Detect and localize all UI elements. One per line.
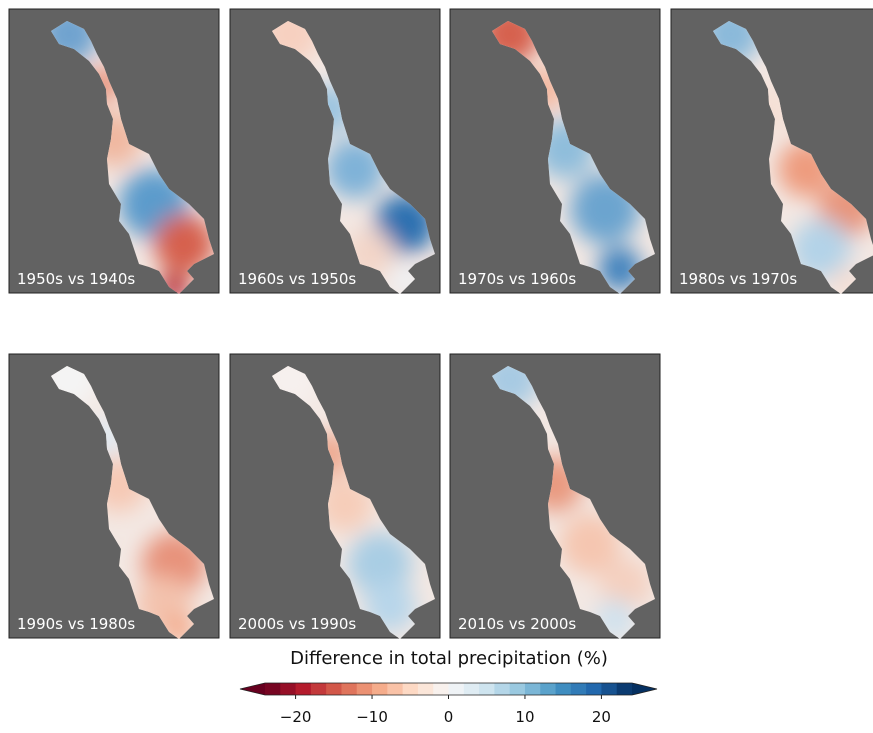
colorbar-segment	[494, 683, 511, 695]
panel-label: 2010s vs 2000s	[458, 615, 576, 633]
panel-label: 1990s vs 1980s	[17, 615, 135, 633]
colorbar-segment	[417, 683, 434, 695]
colorbar-tick-label: −10	[356, 708, 388, 726]
panel-label: 1970s vs 1960s	[458, 270, 576, 288]
colorbar-segment	[555, 683, 572, 695]
colorbar-segment	[433, 683, 449, 695]
colorbar-tick-label: 20	[592, 708, 611, 726]
colorbar-tick-label: −20	[280, 708, 312, 726]
colorbar-segment	[265, 683, 281, 695]
colorbar-segment	[387, 683, 404, 695]
colorbar-segment	[356, 683, 373, 695]
colorbar-segment	[341, 683, 358, 695]
map-panel: 1970s vs 1960s	[449, 8, 661, 294]
map-panel: 2010s vs 2000s	[449, 353, 661, 639]
colorbar-segment	[509, 683, 526, 695]
colorbar-extend-max	[632, 683, 657, 695]
colorbar-label: Difference in total precipitation (%)	[290, 648, 608, 669]
colorbar-outline	[239, 682, 658, 696]
panel-label: 1950s vs 1940s	[17, 270, 135, 288]
colorbar-segment	[372, 683, 388, 695]
colorbar-segment	[280, 683, 297, 695]
panel-label: 1980s vs 1970s	[679, 270, 797, 288]
colorbar-segment	[570, 683, 587, 695]
colorbar: −20 −10 0 10 20	[239, 682, 658, 726]
colorbar-segment	[310, 683, 327, 695]
map-panel: 1980s vs 1970s	[670, 8, 873, 294]
colorbar-tick-label: 0	[444, 708, 454, 726]
colorbar-segment	[402, 683, 419, 695]
colorbar-segment	[586, 683, 602, 695]
colorbar-tick-label: 10	[515, 708, 534, 726]
map-panel: 1990s vs 1980s	[8, 353, 220, 639]
map-panel: 2000s vs 1990s	[229, 353, 441, 639]
map-panel: 1960s vs 1950s	[229, 8, 441, 294]
colorbar-segment	[448, 683, 465, 695]
panel-label: 2000s vs 1990s	[238, 615, 356, 633]
colorbar-extend-min	[240, 683, 265, 695]
colorbar-segment	[601, 683, 618, 695]
colorbar-segment	[295, 683, 312, 695]
colorbar-segment	[540, 683, 557, 695]
map-panel: 1950s vs 1940s	[8, 8, 220, 294]
colorbar-segment	[524, 683, 541, 695]
colorbar-segment	[479, 683, 495, 695]
colorbar-segment	[616, 683, 633, 695]
colorbar-segment	[463, 683, 480, 695]
panel-label: 1960s vs 1950s	[238, 270, 356, 288]
colorbar-segment	[326, 683, 342, 695]
